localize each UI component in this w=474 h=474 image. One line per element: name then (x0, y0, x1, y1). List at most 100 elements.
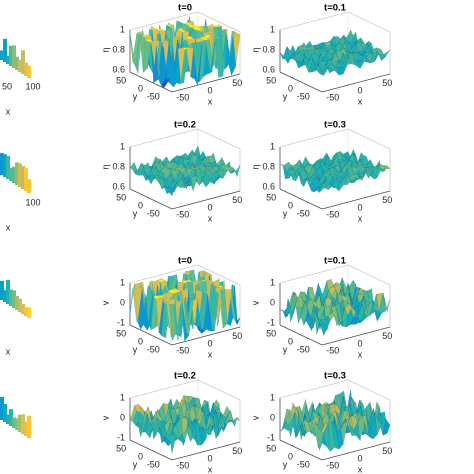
y-axis-label: y (133, 91, 138, 101)
y-axis-label: y (283, 208, 288, 218)
y-axis-label: y (283, 459, 288, 469)
y-tick-label: -50 (147, 208, 160, 218)
panel-title: t=0.2 (174, 120, 196, 131)
tick-label: x (6, 222, 11, 232)
panel-title: t=0.1 (324, 256, 347, 267)
y-tick-label: 0 (288, 451, 293, 461)
x-axis-label: x (208, 96, 213, 106)
surface-patch (319, 319, 327, 336)
surface-patch (228, 418, 236, 423)
x-tick-label: 50 (382, 331, 392, 341)
x-tick-label: 50 (232, 78, 242, 88)
surface-patch (382, 49, 391, 57)
x-tick-label: 50 (232, 195, 242, 205)
y-tick-label: -50 (147, 459, 160, 469)
panel-title: t=0 (178, 3, 192, 14)
surface-patch (224, 166, 232, 172)
y-tick-label: 50 (116, 192, 126, 202)
x-tick-label: 0 (207, 453, 212, 463)
x-tick-label: 0 (357, 202, 362, 212)
y-tick-label: 0 (138, 451, 143, 461)
z-tick-label: 0 (120, 412, 125, 422)
x-tick-label: 50 (382, 446, 392, 456)
x-tick-label: -50 (326, 93, 339, 103)
surface-patch (361, 169, 369, 181)
panel-title: t=0.2 (174, 371, 196, 382)
z-axis-label: η (250, 47, 260, 52)
y-axis-label: y (283, 344, 288, 354)
surface-patch (340, 421, 348, 445)
x-tick-label: 0 (207, 202, 212, 212)
surface-patch (319, 432, 327, 451)
surface-patch (169, 304, 177, 342)
surface-patch (327, 183, 335, 190)
surface-patch (370, 170, 378, 180)
surface-patch (220, 168, 228, 179)
surface-patch (319, 181, 327, 193)
z-tick-label: 0.6 (112, 64, 125, 74)
surface-patch (353, 421, 361, 442)
z-tick-label: 0 (270, 412, 275, 422)
y-tick-label: 50 (266, 192, 276, 202)
y-axis-label: y (133, 459, 138, 469)
y-tick-label: 50 (266, 443, 276, 453)
x-tick-label: -50 (176, 346, 189, 356)
z-tick-label: 0.8 (112, 161, 125, 171)
surface-patch (344, 176, 352, 186)
y-tick-label: 0 (288, 200, 293, 210)
z-axis-label: v (250, 415, 260, 420)
x-tick-label: 0 (357, 338, 362, 348)
surface-patch (215, 414, 224, 439)
surface-patch (357, 60, 365, 69)
y-tick-label: 0 (138, 83, 143, 93)
x-axis-label: x (208, 213, 213, 223)
z-tick-label: -1 (117, 432, 125, 442)
tick-label: 100 (25, 81, 40, 91)
surface-patch (340, 307, 348, 324)
z-tick-label: 0 (120, 297, 125, 307)
tick-label: 100 (25, 197, 40, 207)
surface-patch (27, 307, 31, 318)
y-tick-label: 0 (138, 200, 143, 210)
x-tick-label: 50 (382, 195, 392, 205)
x-tick-label: -50 (176, 461, 189, 471)
z-tick-label: 1 (270, 141, 275, 151)
surface-patch (169, 433, 177, 454)
x-tick-label: -50 (326, 461, 339, 471)
x-tick-label: -50 (176, 93, 189, 103)
y-tick-label: 50 (266, 328, 276, 338)
x-axis-label: x (358, 349, 363, 359)
z-axis-label: η (100, 164, 110, 169)
tick-label: x (6, 106, 11, 116)
axis-line (279, 439, 391, 461)
panel-title: t=0.3 (324, 120, 346, 131)
z-axis-label: v (250, 300, 260, 305)
y-tick-label: 50 (116, 75, 126, 85)
surface-patch (331, 421, 340, 450)
cropped-surface (0, 153, 31, 193)
cropped-surface (0, 280, 31, 318)
z-tick-label: -1 (117, 317, 125, 327)
x-axis-label: x (358, 213, 363, 223)
panel-title: t=0.1 (324, 3, 347, 14)
x-tick-label: 0 (207, 85, 212, 95)
axis-line (279, 324, 391, 346)
x-axis-label: x (208, 464, 213, 474)
z-tick-label: 0.6 (262, 181, 275, 191)
z-tick-label: 0.8 (262, 44, 275, 54)
y-tick-label: 50 (116, 328, 126, 338)
surface-patch (27, 415, 31, 438)
surface-patch (215, 175, 224, 182)
z-tick-label: 0.6 (262, 64, 275, 74)
surface-patch (361, 303, 369, 318)
y-axis-label: y (283, 91, 288, 101)
cropped-surface (0, 396, 31, 438)
surface-patch (169, 182, 177, 197)
z-tick-label: 1 (270, 24, 275, 34)
